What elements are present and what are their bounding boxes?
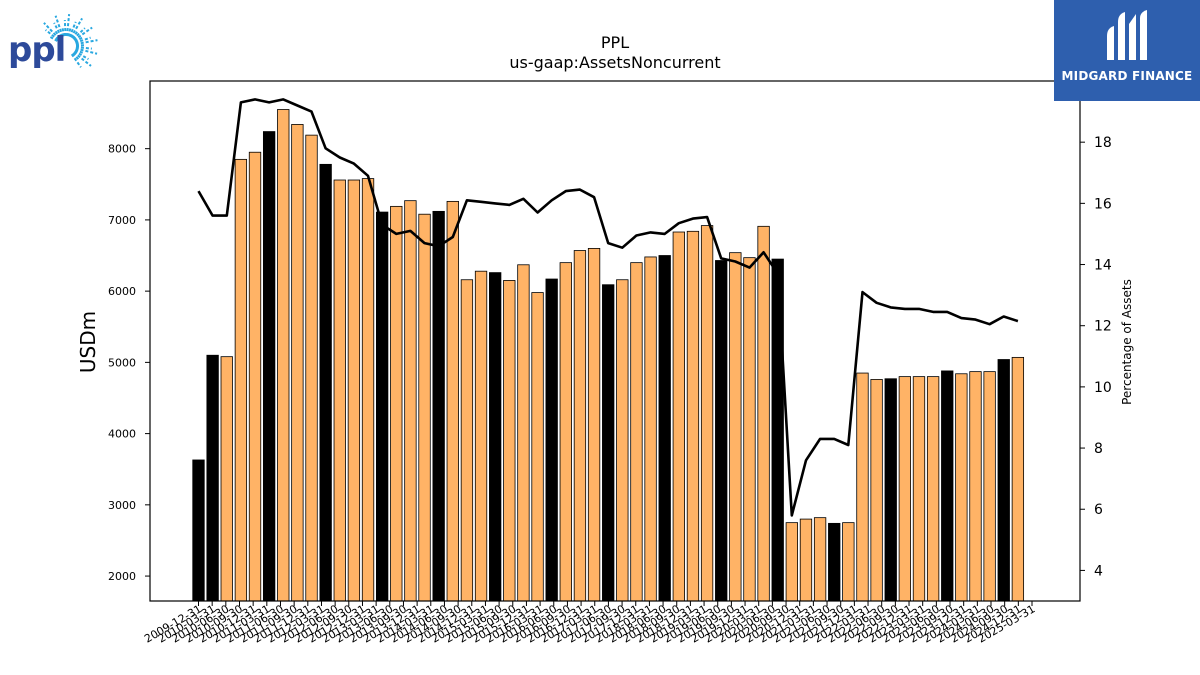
y-tick-label: 4000 <box>108 428 136 441</box>
bar-2011-12-31 <box>305 134 318 602</box>
bars <box>192 109 1025 602</box>
bar-2021-06-30 <box>842 522 855 602</box>
bar-2011-09-30 <box>291 124 304 602</box>
bar-2024-06-30 <box>1011 356 1025 602</box>
bar-2012-09-30 <box>347 179 361 602</box>
ppl-logo: ppl <box>4 6 100 76</box>
chart-subtitle: us-gaap:AssetsNoncurrent <box>509 53 720 72</box>
bar-2014-09-30 <box>460 279 474 602</box>
bar-2014-12-31 <box>474 270 488 602</box>
bar-2013-06-30 <box>390 205 403 602</box>
bar-2011-06-30 <box>277 109 290 602</box>
bar-2013-12-31 <box>418 213 431 602</box>
y2-tick-label: 14 <box>1094 258 1112 274</box>
bar-2019-03-31 <box>715 260 728 602</box>
bar-2021-12-31 <box>870 379 883 602</box>
bar-2012-12-31 <box>361 178 375 602</box>
bar-2023-03-31 <box>941 370 954 602</box>
bar-2022-06-30 <box>898 376 912 602</box>
bar-2023-12-31 <box>983 371 996 602</box>
bar-2018-06-30 <box>672 231 685 602</box>
bar-2010-06-30 <box>220 356 233 602</box>
bar-2020-06-30 <box>785 522 798 602</box>
bar-2023-09-30 <box>969 371 982 602</box>
chart-title: PPL <box>601 33 629 52</box>
bar-2014-03-31 <box>432 210 445 602</box>
y-axis-label: USDm <box>76 311 100 373</box>
y2-tick-label: 6 <box>1094 502 1103 518</box>
bar-2019-06-30 <box>729 252 742 602</box>
y2-tick-label: 4 <box>1094 563 1103 579</box>
bar-2022-09-30 <box>912 376 926 602</box>
bar-2012-06-30 <box>333 179 346 602</box>
bar-2021-03-31 <box>828 522 841 602</box>
bar-2024-03-31 <box>997 359 1010 602</box>
bar-2018-09-30 <box>686 230 700 602</box>
bar-2014-06-30 <box>446 200 459 602</box>
bar-2023-06-30 <box>955 373 968 602</box>
y-tick-label: 6000 <box>108 285 136 298</box>
bar-2015-12-31 <box>531 292 544 602</box>
bar-2010-12-31 <box>248 151 262 602</box>
y2-tick-label: 10 <box>1094 380 1112 396</box>
bar-2010-03-31 <box>206 354 219 602</box>
bar-2015-06-30 <box>503 280 516 602</box>
bar-2015-03-31 <box>489 272 502 602</box>
midgard-logo-text: MIDGARD FINANCE <box>1061 69 1193 83</box>
y2-tick-label: 8 <box>1094 441 1103 457</box>
bar-2017-03-31 <box>602 284 615 602</box>
bar-2021-09-30 <box>856 372 869 602</box>
bar-2016-09-30 <box>573 250 587 602</box>
y2-tick-label: 18 <box>1094 135 1112 151</box>
line-series-percentage <box>197 98 1019 517</box>
bar-2019-12-31 <box>757 225 770 602</box>
bar-2022-03-31 <box>884 378 897 602</box>
bar-2013-03-31 <box>376 211 389 602</box>
bar-2011-03-31 <box>262 131 276 602</box>
bar-2016-06-30 <box>559 262 572 602</box>
bar-2020-09-30 <box>799 518 813 602</box>
bar-2012-03-31 <box>319 163 332 602</box>
bar-2016-12-31 <box>587 247 601 602</box>
y-tick-label: 8000 <box>108 143 136 156</box>
y-tick-label: 7000 <box>108 214 136 227</box>
midgard-logo: MIDGARD FINANCE <box>1054 0 1200 101</box>
y2-tick-label: 12 <box>1094 319 1112 335</box>
ppl-starburst-icon <box>43 14 98 68</box>
y-tick-label: 2000 <box>108 570 136 583</box>
bar-2017-12-31 <box>644 256 657 602</box>
line-layer <box>197 98 1019 517</box>
bar-2018-03-31 <box>658 255 671 602</box>
midgard-m-icon <box>1107 10 1147 60</box>
axes: 2000 3000 4000 5000 6000 7000 8000 4 6 8 10 12 14 16 1… <box>108 80 1112 646</box>
y-tick-label: 5000 <box>108 356 136 369</box>
bar-2017-06-30 <box>616 279 629 602</box>
bar-2016-03-31 <box>545 278 558 602</box>
bar-2009-12-31 <box>192 459 205 602</box>
y-tick-label: 3000 <box>108 499 136 512</box>
bar-2022-12-31 <box>926 376 940 602</box>
bar-2020-12-31 <box>813 517 827 602</box>
y2-tick-label: 16 <box>1094 196 1112 212</box>
bar-2017-09-30 <box>630 262 643 602</box>
y2-axis-label: Percentage of Assets <box>1120 279 1134 405</box>
bar-2013-09-30 <box>404 200 417 602</box>
ppl-logo-text: ppl <box>8 30 66 70</box>
plot-frame <box>149 80 1081 602</box>
bar-2010-09-30 <box>234 158 248 602</box>
bar-2019-09-30 <box>743 257 756 602</box>
bar-2015-09-30 <box>517 264 530 602</box>
bar-2018-12-31 <box>700 225 714 602</box>
bar-2020-03-31 <box>771 258 784 602</box>
